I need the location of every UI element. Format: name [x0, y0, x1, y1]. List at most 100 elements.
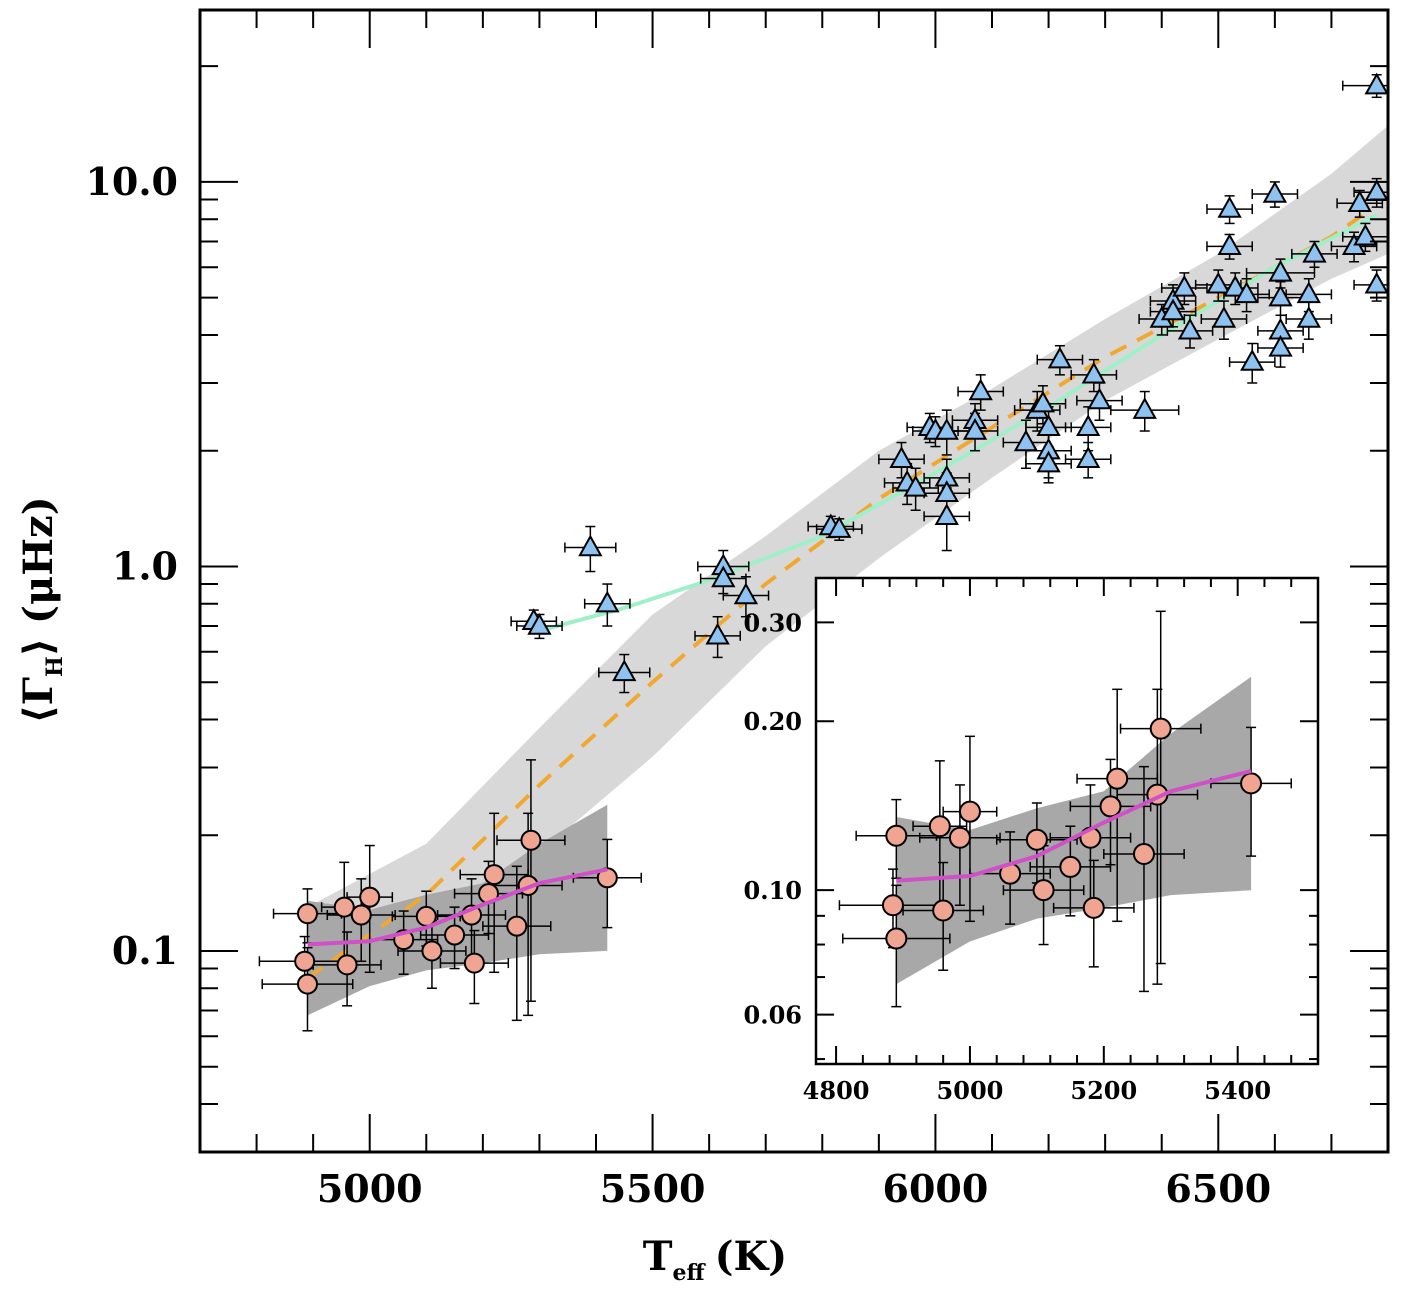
circle-point — [1082, 896, 1105, 919]
y-tick-label: 1.0 — [112, 543, 178, 588]
y-tick-label: 10.0 — [85, 159, 178, 204]
circle-point — [359, 886, 381, 908]
triangle-point — [1076, 446, 1101, 468]
triangle-point — [1047, 346, 1073, 369]
triangle-point — [1087, 387, 1112, 410]
triangle-point — [934, 503, 959, 526]
triangle-point — [1132, 397, 1157, 419]
y-tick-label: 0.30 — [744, 608, 802, 637]
y-tick-label: 0.1 — [112, 928, 178, 973]
x-tick-label: 5000 — [317, 1166, 423, 1211]
triangle-point — [1036, 414, 1061, 437]
circle-point — [463, 952, 485, 974]
circle-point — [1149, 717, 1172, 740]
triangle-point — [612, 659, 637, 682]
triangle-point — [1353, 223, 1378, 246]
circle-point — [885, 824, 908, 847]
triangle-point — [962, 417, 988, 440]
triangle-point — [1217, 196, 1242, 218]
circle-point — [596, 867, 618, 889]
main-plot: 5000 5500 6000 6500 0.1 1.0 10.0 — [85, 8, 1390, 1211]
triangle-point — [1302, 240, 1327, 263]
triangle-point — [705, 622, 730, 645]
x-tick-label: 5000 — [937, 1076, 1004, 1105]
circle-point — [958, 800, 981, 823]
plot-frame — [198, 8, 1390, 1154]
triangle-point — [527, 612, 552, 635]
plot-frame — [814, 576, 1320, 1066]
triangle-point — [1177, 317, 1203, 340]
triangle-point — [733, 582, 759, 605]
circle-point — [506, 915, 528, 937]
dark-band — [896, 676, 1252, 985]
y-tick-label: 0.20 — [744, 707, 802, 736]
light-band — [307, 125, 1388, 989]
circle-point — [520, 829, 542, 851]
circle-point — [1106, 767, 1129, 790]
circle-point — [1032, 879, 1055, 902]
circle-point — [333, 896, 355, 918]
circle-point — [1240, 772, 1263, 795]
y-axis-title: ⟨ΓH⟩ (μHz) — [15, 496, 68, 723]
triangle-point — [1268, 284, 1293, 307]
triangle-point — [968, 378, 993, 401]
x-tick-label: 4800 — [803, 1076, 870, 1105]
inset-plot: 4800 5000 5200 5400 0.06 0.10 0.20 0.30 — [744, 576, 1320, 1105]
triangle-point — [1347, 190, 1372, 212]
circle-point — [444, 924, 466, 946]
triangle-point — [1268, 334, 1293, 357]
triangle-point — [889, 446, 914, 468]
triangle-point — [1013, 429, 1039, 452]
triangle-point — [1076, 414, 1101, 437]
x-tick-label: 6500 — [1165, 1166, 1271, 1211]
x-tick-label: 5400 — [1204, 1076, 1271, 1105]
circle-point — [350, 904, 372, 926]
triangle-point — [1296, 305, 1321, 328]
triangle-point — [827, 516, 852, 538]
triangle-point — [1223, 274, 1248, 297]
circle-point — [1025, 828, 1048, 851]
x-axis-title: Teff (K) — [643, 1233, 787, 1286]
triangle-point — [1262, 181, 1288, 203]
circle-point — [1099, 795, 1122, 818]
circle-point — [928, 815, 951, 838]
circle-point — [421, 940, 443, 962]
triangle-point — [903, 474, 928, 497]
magenta-fit — [896, 769, 1252, 883]
triangle-point — [1036, 450, 1061, 473]
x-tick-label: 5200 — [1070, 1076, 1137, 1105]
circle-point — [296, 973, 318, 995]
circle-point — [1059, 855, 1082, 878]
x-tick-label: 5500 — [600, 1166, 706, 1211]
triangle-point — [1364, 271, 1388, 294]
triangle-point — [1296, 281, 1321, 304]
circle-point — [948, 826, 971, 849]
triangle-point — [578, 534, 603, 557]
triangle-point — [1211, 305, 1237, 328]
triangle-point — [595, 590, 620, 613]
triangle-point — [1172, 274, 1197, 297]
triangle-point — [1234, 281, 1259, 304]
circle-point — [483, 864, 505, 886]
y-tick-label: 0.06 — [744, 1001, 802, 1030]
y-tick-label: 0.10 — [744, 876, 802, 905]
triangle-point — [1240, 349, 1265, 371]
plot-area — [258, 72, 1388, 1032]
circle-point — [296, 903, 318, 925]
triangle-point — [1160, 298, 1186, 321]
magenta-fit — [307, 867, 608, 947]
plot-area — [838, 610, 1292, 1008]
triangle-point — [1030, 390, 1056, 413]
triangle-point — [1217, 233, 1242, 256]
triangle-point — [1206, 271, 1231, 294]
triangle-point — [711, 565, 736, 588]
triangle-point — [934, 417, 959, 440]
dark-band — [307, 804, 608, 1016]
triangle-point — [1081, 361, 1106, 384]
circle-point — [1132, 842, 1155, 865]
circle-point — [294, 950, 316, 972]
circle-point — [932, 899, 955, 922]
circle-point — [336, 954, 358, 976]
triangle-point — [934, 480, 959, 502]
